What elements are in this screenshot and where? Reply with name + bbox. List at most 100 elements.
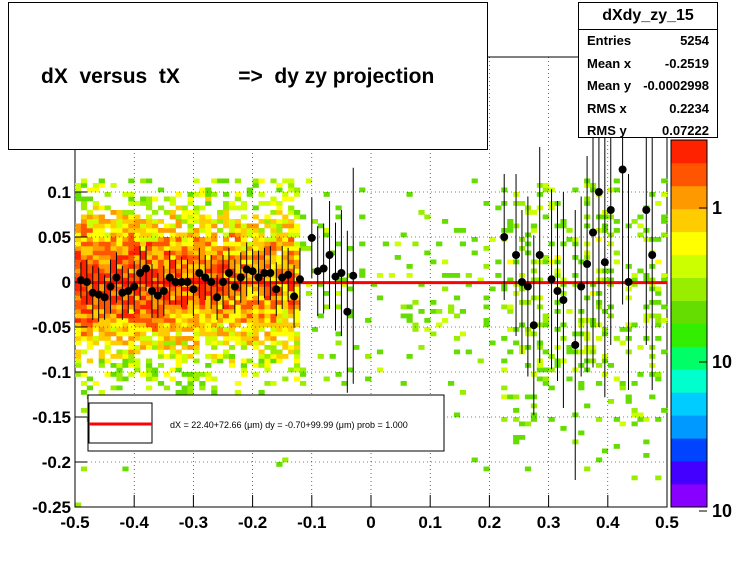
heat-cell xyxy=(234,291,241,296)
heat-cell xyxy=(264,331,271,337)
heat-cell xyxy=(116,385,123,391)
heat-cell xyxy=(276,237,283,242)
heat-cell xyxy=(193,264,200,269)
heat-cell xyxy=(282,331,289,337)
heat-cell xyxy=(128,313,135,319)
heat-cell xyxy=(205,246,212,251)
heat-cell xyxy=(453,412,461,418)
heat-cell xyxy=(169,336,176,341)
heat-cell xyxy=(228,259,236,265)
heat-cell xyxy=(110,313,117,319)
heat-cell xyxy=(276,358,283,364)
heat-cell xyxy=(152,210,159,215)
heat-cell xyxy=(75,318,82,323)
heat-cell xyxy=(258,255,265,260)
heat-cell xyxy=(104,232,111,238)
heat-cell xyxy=(86,358,93,364)
heat-cell xyxy=(282,250,289,256)
heat-cell xyxy=(619,381,626,386)
heat-cell xyxy=(619,327,626,332)
profile-point xyxy=(272,285,281,294)
heat-cell xyxy=(270,327,277,332)
heat-cell xyxy=(252,282,259,287)
heat-cell xyxy=(104,358,111,364)
heat-cell xyxy=(234,246,241,251)
heat-cell xyxy=(217,255,224,260)
heat-cell xyxy=(146,385,153,391)
heat-cell xyxy=(134,259,141,265)
heat-cell xyxy=(258,390,265,395)
heat-cell xyxy=(146,363,153,368)
heat-cell xyxy=(157,331,165,337)
heat-cell xyxy=(122,210,129,215)
heat-cell xyxy=(193,241,200,247)
heat-cell xyxy=(128,214,135,220)
heat-cell xyxy=(252,264,259,269)
heat-cell xyxy=(116,286,123,292)
heat-cell xyxy=(116,340,123,346)
heat-cell xyxy=(270,259,277,265)
y-tick-label: -0.05 xyxy=(32,318,71,337)
heat-cell xyxy=(122,295,129,301)
profile-point xyxy=(284,270,293,279)
stats-row-mean-x: Mean x -0.2519 xyxy=(579,53,717,76)
heat-cell xyxy=(270,358,277,364)
heat-cell xyxy=(98,363,105,368)
stats-key: RMS x xyxy=(587,100,627,116)
heat-cell xyxy=(169,295,176,301)
heat-cell xyxy=(116,214,123,220)
heat-cell xyxy=(122,340,129,346)
heat-cell xyxy=(264,291,271,296)
heat-cell xyxy=(152,282,159,287)
heat-cell xyxy=(175,259,182,265)
heat-cell xyxy=(116,331,123,337)
heat-cell xyxy=(388,273,395,278)
heat-cell xyxy=(613,187,620,193)
heat-cell xyxy=(193,331,200,337)
heat-cell xyxy=(181,318,188,323)
heat-cell xyxy=(483,295,490,301)
heat-cell xyxy=(300,367,307,373)
heat-cell xyxy=(347,286,354,292)
heat-cell xyxy=(163,372,170,377)
heat-cell xyxy=(507,259,514,265)
heat-cell xyxy=(276,282,283,287)
heat-cell xyxy=(104,372,111,377)
palette-frame xyxy=(670,139,708,508)
heat-cell xyxy=(175,205,182,211)
heat-cell xyxy=(146,214,153,220)
heat-cell xyxy=(140,313,147,319)
heat-cell xyxy=(613,444,620,449)
heat-cell xyxy=(246,304,253,310)
heat-cell xyxy=(193,259,200,265)
heat-cell xyxy=(157,241,165,247)
heat-cell xyxy=(637,412,644,418)
heat-cell xyxy=(412,241,419,247)
heat-cell xyxy=(92,237,99,242)
heat-cell xyxy=(223,304,230,310)
heat-cell xyxy=(566,376,573,382)
heat-cell xyxy=(98,178,105,184)
heat-cell xyxy=(205,331,212,337)
x-tick-label: -0.3 xyxy=(179,513,208,532)
heat-cell xyxy=(181,358,188,364)
heat-cell xyxy=(596,417,603,422)
heat-cell xyxy=(193,228,200,233)
heat-cell xyxy=(465,349,472,355)
heat-cell xyxy=(228,295,236,301)
heat-cell xyxy=(175,363,182,368)
heat-cell xyxy=(163,327,170,332)
heat-cell xyxy=(110,223,117,229)
heat-cell xyxy=(80,259,88,265)
heat-cell xyxy=(169,214,176,220)
heat-cell xyxy=(655,286,662,292)
heat-cell xyxy=(507,394,514,400)
heat-cell xyxy=(134,358,141,364)
heat-cell xyxy=(193,210,200,215)
heat-cell xyxy=(228,205,236,211)
heat-cell xyxy=(613,259,620,265)
heat-cell xyxy=(187,237,194,242)
heat-cell xyxy=(110,241,117,247)
heat-cell xyxy=(436,241,443,247)
heat-cell xyxy=(276,462,283,467)
